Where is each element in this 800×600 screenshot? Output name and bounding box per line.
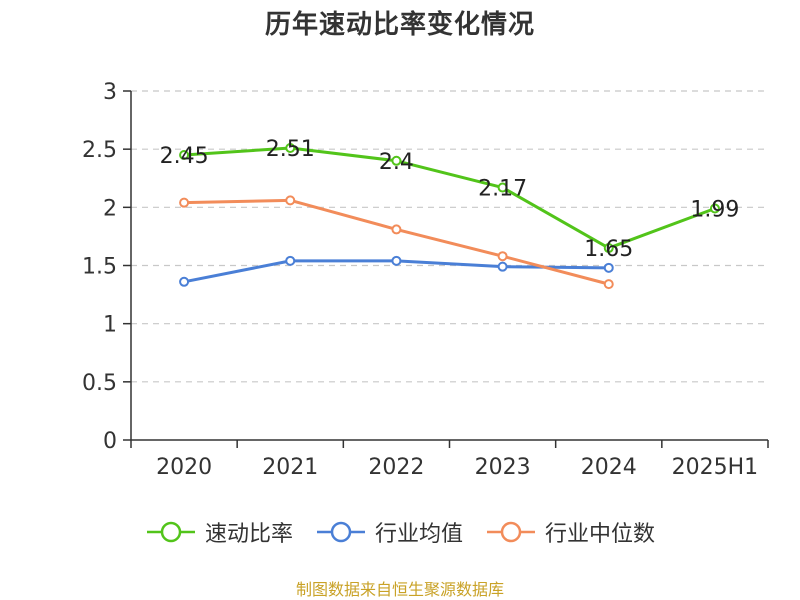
y-tick-label: 3 xyxy=(103,80,117,105)
x-tick-label: 2021 xyxy=(262,455,318,480)
grid-lines xyxy=(131,90,768,383)
legend-label-industry-mean: 行业均值 xyxy=(374,522,463,547)
legend-swatch-quick-ratio xyxy=(146,521,195,543)
data-point[interactable] xyxy=(603,279,614,290)
series-line xyxy=(183,146,716,250)
data-label: 2.51 xyxy=(266,137,315,162)
source-footer: 制图数据来自恒生聚源数据库 xyxy=(295,580,504,599)
x-tick-label: 2025H1 xyxy=(672,455,759,480)
y-tick-label: 1.5 xyxy=(82,255,117,280)
legend-label-industry-median: 行业中位数 xyxy=(545,522,656,547)
data-point[interactable] xyxy=(179,149,190,160)
legend-swatch-industry-mean xyxy=(316,521,365,543)
chart-title: 历年速动比率变化情况 xyxy=(264,10,535,40)
legend-item-industry-median[interactable]: 行业中位数 xyxy=(485,516,655,548)
legend-label-quick-ratio: 速动比率 xyxy=(204,522,293,547)
data-label: 2.45 xyxy=(160,144,209,169)
data-point[interactable] xyxy=(497,261,508,272)
y-tick-label: 0 xyxy=(103,429,117,454)
data-point[interactable] xyxy=(497,251,508,262)
data-label: 2.4 xyxy=(379,150,414,175)
legend-item-quick-ratio[interactable]: 速动比率 xyxy=(145,516,293,548)
data-label: 2.17 xyxy=(478,177,527,202)
data-point[interactable] xyxy=(179,276,190,287)
data-point[interactable] xyxy=(497,182,508,193)
x-tick-label: 2023 xyxy=(475,455,531,480)
data-point[interactable] xyxy=(391,255,402,266)
y-tick-label: 2.5 xyxy=(82,138,117,163)
x-tick-label: 2022 xyxy=(368,455,424,480)
data-point[interactable] xyxy=(603,243,614,254)
x-tick-label: 2024 xyxy=(581,455,637,480)
legend-swatch-industry-median xyxy=(487,521,535,543)
legend: 速动比率 行业均值 行业中位数 xyxy=(0,516,800,548)
y-tick-label: 2 xyxy=(103,196,117,221)
data-point[interactable] xyxy=(603,262,614,273)
data-point[interactable] xyxy=(709,203,720,214)
legend-item-industry-mean[interactable]: 行业均值 xyxy=(315,516,463,548)
series-layer xyxy=(179,143,720,290)
x-tick-label: 2020 xyxy=(156,455,212,480)
y-tick-label: 0.5 xyxy=(82,371,117,396)
data-point[interactable] xyxy=(285,143,296,154)
axes: 0 0.5 1 1.5 2 2.5 3 2020 2021 2022 2023 2024 2025H1 xyxy=(82,80,769,480)
data-labels: 2.45 2.51 2.4 2.17 1.65 1.99 xyxy=(160,137,740,262)
y-tick-label: 1 xyxy=(103,313,117,338)
data-label: 1.99 xyxy=(690,197,739,222)
data-point[interactable] xyxy=(285,255,296,266)
data-label: 1.65 xyxy=(584,237,633,262)
data-point[interactable] xyxy=(179,197,190,208)
data-point[interactable] xyxy=(285,195,296,206)
data-point[interactable] xyxy=(391,155,402,166)
data-point[interactable] xyxy=(391,224,402,235)
